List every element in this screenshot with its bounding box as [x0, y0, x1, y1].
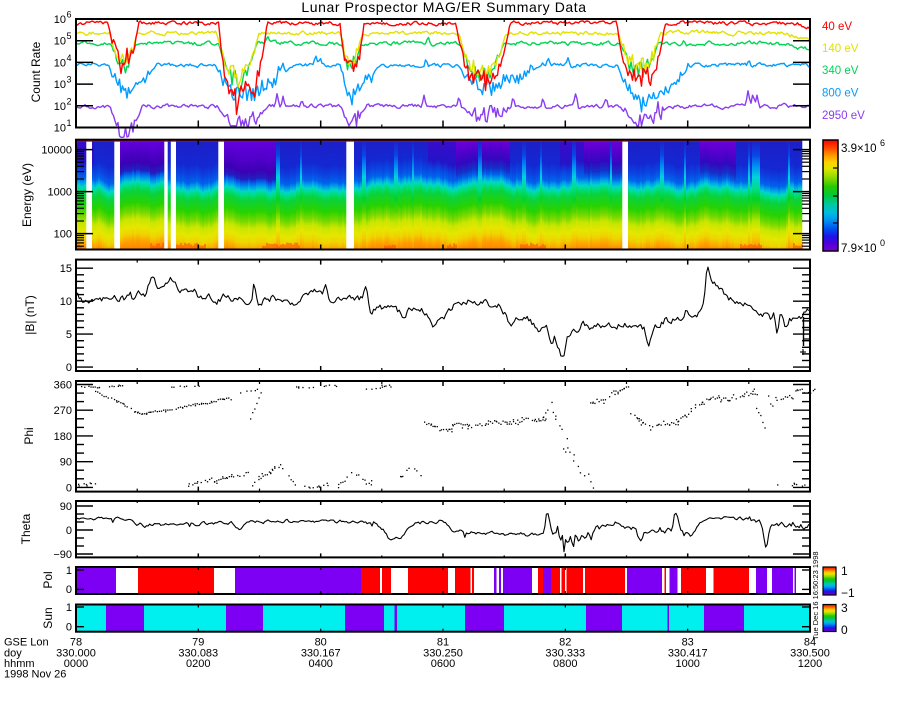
svg-text:−1: −1: [841, 586, 855, 600]
svg-text:1998 Nov 26: 1998 Nov 26: [4, 669, 66, 681]
svg-text:0400: 0400: [308, 658, 332, 670]
svg-text:1: 1: [841, 564, 848, 578]
svg-text:3: 3: [841, 601, 848, 615]
svg-text:−90: −90: [53, 549, 72, 561]
svg-text:Lunar Prospector MAG/ER Summar: Lunar Prospector MAG/ER Summary Data: [301, 0, 586, 15]
svg-text:40 eV: 40 eV: [822, 21, 852, 33]
svg-text:5: 5: [66, 329, 72, 341]
svg-text:1: 1: [66, 602, 72, 614]
svg-text:330.167: 330.167: [301, 648, 341, 660]
svg-text:800 eV: 800 eV: [822, 88, 859, 100]
svg-text:82: 82: [559, 637, 571, 649]
svg-text:10000: 10000: [41, 145, 72, 157]
svg-text:|B| (nT): |B| (nT): [23, 295, 37, 335]
svg-text:83: 83: [682, 637, 694, 649]
svg-text:6: 6: [880, 138, 885, 148]
svg-text:1: 1: [66, 565, 72, 577]
svg-text:10: 10: [54, 101, 66, 113]
svg-text:330.500: 330.500: [790, 648, 830, 660]
svg-text:0: 0: [66, 482, 72, 494]
svg-text:90: 90: [60, 501, 72, 513]
svg-text:GSE Lon: GSE Lon: [4, 637, 49, 649]
svg-text:330.250: 330.250: [423, 648, 463, 660]
svg-text:4: 4: [67, 53, 72, 63]
svg-text:81: 81: [437, 637, 449, 649]
svg-text:2950 eV: 2950 eV: [822, 110, 865, 122]
svg-text:0: 0: [66, 362, 72, 374]
svg-text:79: 79: [192, 637, 204, 649]
svg-text:78: 78: [70, 637, 82, 649]
svg-text:0: 0: [880, 238, 885, 248]
svg-text:5: 5: [67, 31, 72, 41]
svg-text:10: 10: [54, 57, 66, 69]
svg-text:1000: 1000: [48, 187, 72, 199]
svg-text:10: 10: [54, 79, 66, 91]
svg-text:1200: 1200: [798, 658, 822, 670]
svg-text:330.333: 330.333: [545, 648, 585, 660]
svg-text:10: 10: [60, 296, 72, 308]
svg-text:0: 0: [66, 622, 72, 634]
svg-text:Count Rate: Count Rate: [29, 41, 43, 102]
svg-text:340 eV: 340 eV: [822, 65, 859, 77]
svg-text:270: 270: [54, 405, 72, 417]
svg-text:140 eV: 140 eV: [822, 43, 859, 55]
svg-text:0800: 0800: [553, 658, 577, 670]
svg-text:doy: doy: [4, 648, 22, 660]
svg-text:360: 360: [54, 380, 72, 392]
svg-text:100: 100: [54, 229, 72, 241]
svg-text:0200: 0200: [186, 658, 210, 670]
svg-text:1: 1: [67, 118, 72, 128]
svg-text:Tue Dec 16 16:50:23 1998: Tue Dec 16 16:50:23 1998: [811, 551, 820, 640]
svg-text:330.417: 330.417: [668, 648, 708, 660]
svg-text:Pol: Pol: [41, 571, 55, 588]
svg-text:10: 10: [54, 123, 66, 135]
svg-text:84: 84: [804, 637, 816, 649]
svg-text:0: 0: [841, 623, 848, 637]
svg-text:0: 0: [66, 584, 72, 596]
svg-text:80: 80: [315, 637, 327, 649]
svg-text:Sun: Sun: [41, 607, 55, 628]
svg-text:330.083: 330.083: [178, 648, 218, 660]
svg-text:Theta: Theta: [19, 513, 33, 544]
svg-text:0000: 0000: [64, 658, 88, 670]
svg-text:2: 2: [67, 96, 72, 106]
svg-text:10: 10: [54, 14, 66, 26]
svg-text:15: 15: [60, 263, 72, 275]
svg-text:3.9×10: 3.9×10: [841, 143, 877, 155]
svg-text:330.000: 330.000: [56, 648, 96, 660]
svg-text:180: 180: [54, 431, 72, 443]
svg-text:10: 10: [54, 36, 66, 48]
svg-text:0: 0: [66, 525, 72, 537]
svg-text:Phi: Phi: [22, 427, 36, 444]
svg-text:3: 3: [67, 75, 72, 85]
svg-text:7.9×10: 7.9×10: [841, 243, 877, 255]
svg-text:90: 90: [60, 457, 72, 469]
svg-text:1000: 1000: [675, 658, 699, 670]
svg-text:0600: 0600: [431, 658, 455, 670]
svg-text:6: 6: [67, 10, 72, 20]
svg-text:hhmm: hhmm: [4, 658, 35, 670]
svg-text:Energy (eV): Energy (eV): [20, 163, 34, 227]
